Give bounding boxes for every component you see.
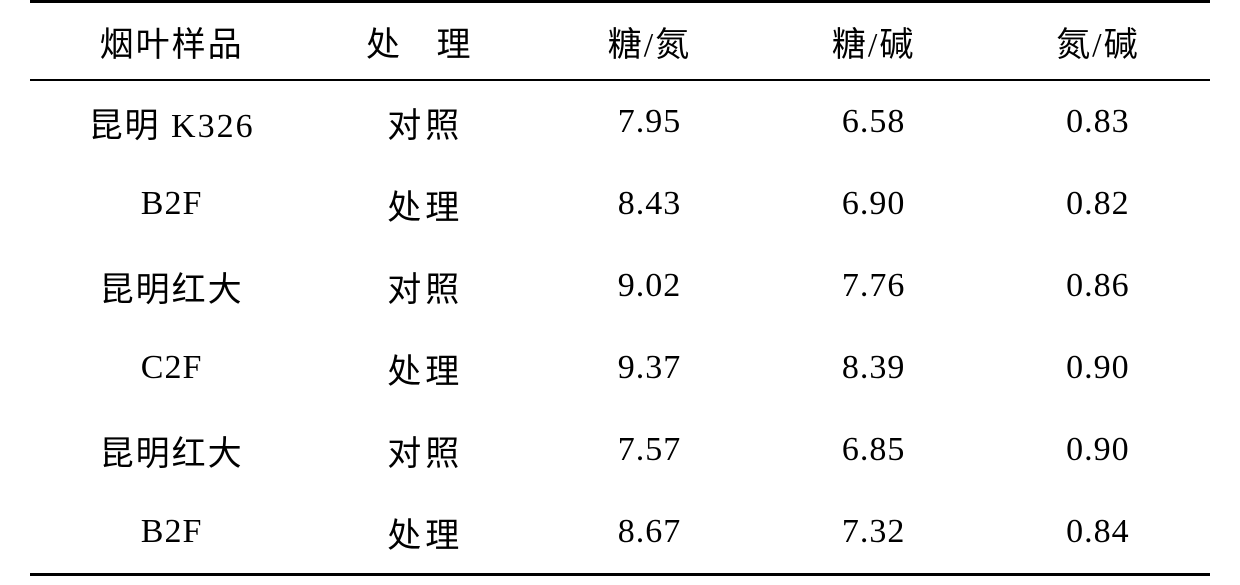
data-table: 烟叶样品 处 理 糖/氮 糖/碱 氮/碱 昆明 K326 对照 7.95 6.5… <box>30 0 1210 576</box>
cell-sugar-alk: 6.90 <box>762 163 986 245</box>
cell-treatment: 对照 <box>313 80 537 163</box>
cell-sugar-alk: 7.76 <box>762 245 986 327</box>
cell-sample: C2F <box>30 327 313 409</box>
cell-sample: 昆明 K326 <box>30 80 313 163</box>
cell-sugar-n: 8.67 <box>537 491 761 575</box>
col-header-n-alk: 氮/碱 <box>986 2 1210 81</box>
table-row: B2F 处理 8.67 7.32 0.84 <box>30 491 1210 575</box>
cell-treatment: 对照 <box>313 409 537 491</box>
table-row: 昆明红大 对照 7.57 6.85 0.90 <box>30 409 1210 491</box>
cell-treatment: 对照 <box>313 245 537 327</box>
cell-n-alk: 0.86 <box>986 245 1210 327</box>
col-header-sample: 烟叶样品 <box>30 2 313 81</box>
col-header-sugar-alk: 糖/碱 <box>762 2 986 81</box>
cell-sample: 昆明红大 <box>30 409 313 491</box>
cell-sugar-alk: 7.32 <box>762 491 986 575</box>
cell-sugar-n: 7.57 <box>537 409 761 491</box>
cell-sample: B2F <box>30 163 313 245</box>
cell-treatment: 处理 <box>313 491 537 575</box>
cell-sugar-alk: 6.58 <box>762 80 986 163</box>
cell-treatment: 处理 <box>313 327 537 409</box>
cell-sugar-n: 9.02 <box>537 245 761 327</box>
cell-sugar-n: 7.95 <box>537 80 761 163</box>
cell-n-alk: 0.82 <box>986 163 1210 245</box>
cell-treatment: 处理 <box>313 163 537 245</box>
cell-sample: B2F <box>30 491 313 575</box>
col-header-treatment: 处 理 <box>313 2 537 81</box>
col-header-sugar-n: 糖/氮 <box>537 2 761 81</box>
cell-sugar-n: 8.43 <box>537 163 761 245</box>
data-table-container: 烟叶样品 处 理 糖/氮 糖/碱 氮/碱 昆明 K326 对照 7.95 6.5… <box>0 0 1240 576</box>
cell-sugar-alk: 6.85 <box>762 409 986 491</box>
cell-sugar-n: 9.37 <box>537 327 761 409</box>
cell-sugar-alk: 8.39 <box>762 327 986 409</box>
table-row: 昆明 K326 对照 7.95 6.58 0.83 <box>30 80 1210 163</box>
table-row: B2F 处理 8.43 6.90 0.82 <box>30 163 1210 245</box>
table-row: C2F 处理 9.37 8.39 0.90 <box>30 327 1210 409</box>
cell-n-alk: 0.84 <box>986 491 1210 575</box>
table-row: 昆明红大 对照 9.02 7.76 0.86 <box>30 245 1210 327</box>
table-header-row: 烟叶样品 处 理 糖/氮 糖/碱 氮/碱 <box>30 2 1210 81</box>
cell-sample: 昆明红大 <box>30 245 313 327</box>
cell-n-alk: 0.90 <box>986 327 1210 409</box>
cell-n-alk: 0.90 <box>986 409 1210 491</box>
cell-n-alk: 0.83 <box>986 80 1210 163</box>
